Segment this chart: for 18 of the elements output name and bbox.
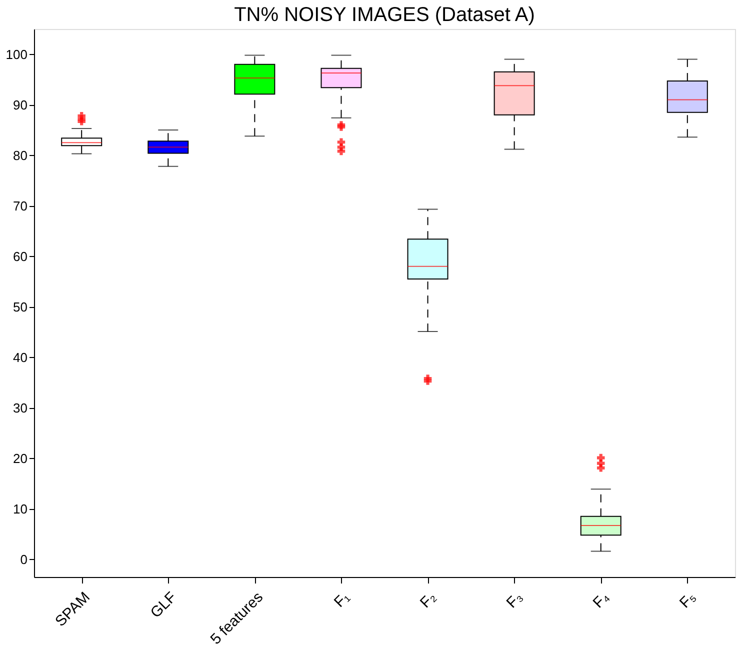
y-tick-label: 100 xyxy=(6,46,28,62)
y-tick-label: 10 xyxy=(13,501,28,516)
x-tick-label: F₅ xyxy=(676,588,700,612)
y-tick-label: 80 xyxy=(13,148,28,163)
y-tick-label: 0 xyxy=(20,552,28,567)
x-tick-label: GLF xyxy=(147,588,180,622)
y-tick-label: 20 xyxy=(13,450,28,466)
y-tick-label: 30 xyxy=(13,400,28,416)
y-tick-label: 60 xyxy=(13,248,28,264)
y-tick-label: 50 xyxy=(13,299,28,314)
x-tick-label: F₂ xyxy=(416,588,440,612)
y-tick-label: 40 xyxy=(13,350,28,365)
y-tick-label: 90 xyxy=(13,97,28,112)
x-tick-label: F₄ xyxy=(590,588,613,612)
x-tick-label: F₁ xyxy=(330,588,354,611)
x-tick-label: F₃ xyxy=(503,588,526,612)
y-tick-label: 70 xyxy=(13,198,28,214)
chart-title: TN% NOISY IMAGES (Dataset A) xyxy=(234,4,535,26)
